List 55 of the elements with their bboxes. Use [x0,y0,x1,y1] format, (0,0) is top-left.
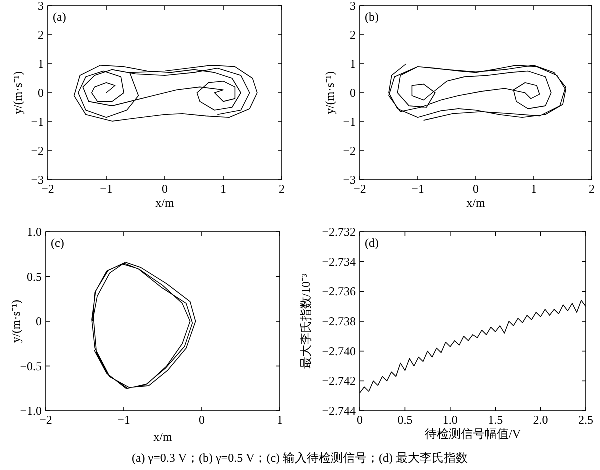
y-axis-title: 最大李氏指数/10⁻³ [299,274,313,369]
y-tick-label: −1 [343,115,356,129]
y-tick-label: 2 [38,28,44,42]
y-tick-label: 1 [38,57,44,71]
x-tick-label: 1.0 [442,413,458,427]
annotation: (a) [53,10,66,24]
y-tick-label: −3 [31,173,44,187]
x-tick-label: −1 [100,182,113,196]
x-tick-label: 1 [531,182,537,196]
y-tick-label: 3 [350,0,356,13]
text: (a) γ=0.3 V；(b) γ=0.5 V；(c) 输入待检测信号；(d) 最大李氏指数 [132,451,468,465]
x-tick-label: −1 [118,413,130,427]
y-tick-label: 0 [36,314,42,328]
y-axis-title: y/(m·s⁻¹) [9,300,23,343]
x-tick-label: 1 [277,413,283,427]
x-tick-label: 0 [473,182,479,196]
y-tick-label: −2.740 [322,344,356,358]
x-tick-label: 0 [162,182,168,196]
x-tick-label: 1 [220,182,226,196]
y-axis-title: y/(m·s⁻¹) [11,72,25,114]
y-tick-label: −0.5 [20,359,42,374]
x-tick-label: −1 [412,182,424,196]
x-tick-label: 2.0 [533,413,548,427]
annotation: (d) [365,236,379,250]
y-tick-label: −2 [343,144,356,158]
y-tick-label: −2.734 [322,254,356,269]
x-tick-label: 1.5 [488,413,504,427]
x-axis-title: x/m [154,430,173,444]
y-tick-label: −2 [31,144,44,158]
x-axis-title: x/m [466,196,486,210]
y-tick-label: −2.742 [322,374,356,388]
y-tick-label: 0.5 [27,270,42,284]
y-tick-label: −2.732 [322,225,356,239]
y-axis-title: y/(m·s⁻¹) [323,72,337,114]
x-tick-label: 2 [279,182,285,196]
y-tick-label: −2.744 [322,404,356,418]
annotation: (b) [365,10,379,24]
x-tick-label: 2 [589,182,595,196]
x-tick-label: 0.5 [398,413,413,427]
y-tick-label: 0 [350,86,356,100]
y-tick-label: 1 [350,57,356,71]
x-axis-title: x/m [156,196,175,210]
y-tick-label: 1.0 [27,225,42,239]
y-tick-label: −2.736 [322,284,356,299]
y-tick-label: −1 [31,115,44,129]
y-tick-label: 2 [350,28,356,42]
y-tick-label: 0 [38,86,44,100]
x-axis-title: 待检测信号幅值/V [425,427,522,441]
y-tick-label: −1.0 [20,404,42,418]
y-tick-label: −3 [343,173,356,187]
annotation: (c) [51,236,64,250]
y-tick-label: −2.738 [322,314,356,328]
y-tick-label: 3 [38,0,44,13]
x-tick-label: 0 [199,413,205,427]
x-tick-label: 2.5 [578,413,594,427]
